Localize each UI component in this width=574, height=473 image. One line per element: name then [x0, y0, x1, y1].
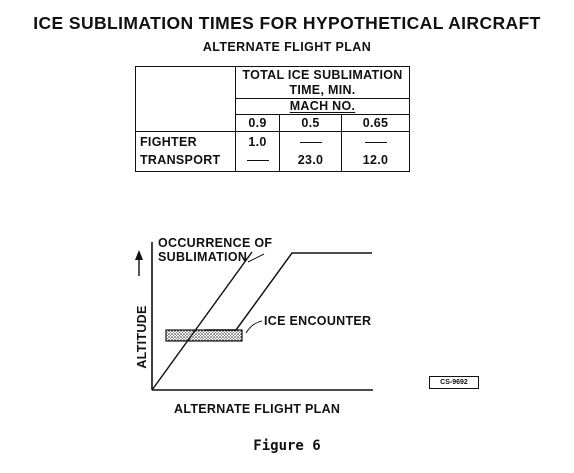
table-subtitle: ALTERNATE FLIGHT PLAN: [202, 40, 372, 54]
header-total-time: TOTAL ICE SUBLIMATION TIME, MIN.: [235, 66, 410, 99]
table-value: 12.0: [362, 153, 389, 167]
occurrence-label-line-1: OCCURRENCE OF: [158, 236, 273, 250]
table-value: [280, 135, 341, 150]
ice-encounter-label: ICE ENCOUNTER: [264, 314, 372, 328]
header-total-line-2: TIME, MIN.: [289, 82, 356, 97]
x-axis-label: ALTERNATE FLIGHT PLAN: [174, 402, 341, 416]
main-title: ICE SUBLIMATION TIMES FOR HYPOTHETICAL A…: [33, 13, 541, 33]
row-label-transport: TRANSPORT: [140, 153, 221, 167]
values-cell-mach-0-5: 23.0: [279, 131, 342, 172]
table-corner-cell: [135, 66, 236, 132]
flight-path-sublimation: [151, 251, 253, 391]
sublimation-times-table: TOTAL ICE SUBLIMATION TIME, MIN. MACH NO…: [135, 66, 410, 172]
table-value: 23.0: [297, 153, 324, 167]
dash-mark: [246, 160, 269, 162]
row-labels-cell: FIGHTER TRANSPORT: [135, 131, 236, 172]
ice-encounter-band: [165, 329, 243, 342]
column-header: 0.9: [235, 114, 280, 132]
flight-path-alternate: [205, 252, 372, 331]
header-mach-label: MACH NO.: [289, 99, 356, 113]
values-cell-mach-0-65: 12.0: [341, 131, 410, 172]
ice-encounter-leader-line: [245, 320, 263, 334]
table-value: 1.0: [248, 135, 267, 149]
dash-mark: [364, 142, 387, 144]
occurrence-leader-line: [247, 253, 265, 263]
occurrence-label-line-2: SUBLIMATION: [158, 250, 248, 264]
table-value: [342, 135, 409, 150]
y-axis-label: ALTITUDE: [135, 305, 149, 369]
figure-code-box: CS-9692: [429, 376, 479, 389]
figure-caption: Figure 6: [253, 438, 321, 454]
row-label-fighter: FIGHTER: [140, 135, 197, 149]
altitude-arrowhead: [135, 250, 143, 260]
dash-mark: [299, 142, 322, 144]
occurrence-label: OCCURRENCE OF SUBLIMATION: [158, 236, 272, 264]
header-total-line-1: TOTAL ICE SUBLIMATION: [242, 67, 403, 82]
values-cell-mach-0-9: 1.0: [235, 131, 280, 172]
table-value: [236, 153, 279, 168]
